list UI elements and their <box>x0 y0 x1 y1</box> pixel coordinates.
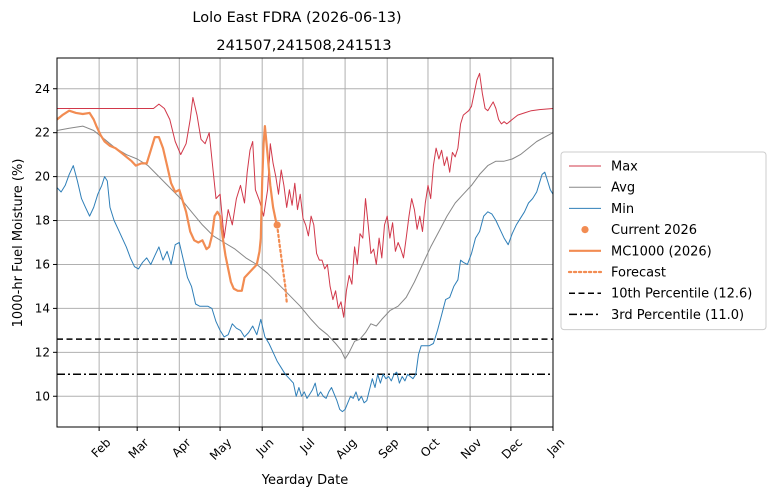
series-avg-line <box>56 125 554 360</box>
y-axis-ticks: 10 12 14 16 18 20 22 24 <box>35 82 57 403</box>
legend-current-2026-swatch <box>581 226 589 234</box>
legend-10th-percentile-12-6-label: 10th Percentile (12.6) <box>611 287 752 302</box>
x-tick-label: Feb <box>89 435 114 460</box>
y-tick-label: 16 <box>35 257 50 271</box>
x-tick-label: Aug <box>333 435 359 461</box>
legend-forecast-label: Forecast <box>611 266 666 281</box>
series-max-line <box>57 72 554 318</box>
y-tick-label: 20 <box>35 170 50 184</box>
y-tick-label: 22 <box>35 126 50 140</box>
percentile-lines <box>57 338 553 376</box>
x-tick-label: Jul <box>296 435 317 456</box>
legend-current-2026-label: Current 2026 <box>611 223 697 238</box>
x-tick-label: Oct <box>418 435 443 460</box>
x-tick-label: Mar <box>126 435 152 461</box>
x-tick-label: Apr <box>169 435 194 460</box>
x-tick-label: May <box>207 435 234 462</box>
grid <box>57 58 554 427</box>
series-lines <box>56 72 554 413</box>
series-mc1000-2026-line <box>56 109 279 292</box>
legend-3rd-percentile-11-0-label: 3rd Percentile (11.0) <box>611 308 744 323</box>
legend-box <box>560 151 767 331</box>
legend-min-label: Min <box>611 202 634 217</box>
chart-subtitle: 241507,241508,241513 <box>216 38 391 54</box>
x-tick-label: Jan <box>544 435 568 459</box>
y-tick-label: 10 <box>35 389 50 403</box>
y-tick-label: 24 <box>35 82 50 96</box>
series-min-line <box>56 165 554 413</box>
plot-frame <box>56 57 554 428</box>
series-forecast-line <box>276 223 288 303</box>
x-axis-label: Yearday Date <box>261 473 348 488</box>
y-tick-label: 18 <box>35 214 50 228</box>
legend-avg-label: Avg <box>611 181 635 196</box>
x-tick-label: Nov <box>458 435 484 461</box>
x-tick-label: Jun <box>253 435 277 459</box>
x-axis-ticks: Feb Mar Apr May Jun Jul Aug Sep Oct Nov Dec Jan <box>89 427 568 463</box>
legend-mc1000-2026-label: MC1000 (2026) <box>611 244 712 259</box>
chart-title: Lolo East FDRA (2026-06-13) <box>192 10 401 26</box>
y-tick-label: 14 <box>35 301 50 315</box>
legend-max-label: Max <box>611 160 638 175</box>
x-tick-label: Sep <box>376 435 402 461</box>
y-axis-label: 1000-hr Fuel Moisture (%) <box>11 159 26 328</box>
legend: Max Avg Min Current 2026 MC1000 (2026) Foreca… <box>560 151 767 331</box>
x-tick-label: Dec <box>499 435 525 461</box>
y-tick-label: 12 <box>35 345 50 359</box>
